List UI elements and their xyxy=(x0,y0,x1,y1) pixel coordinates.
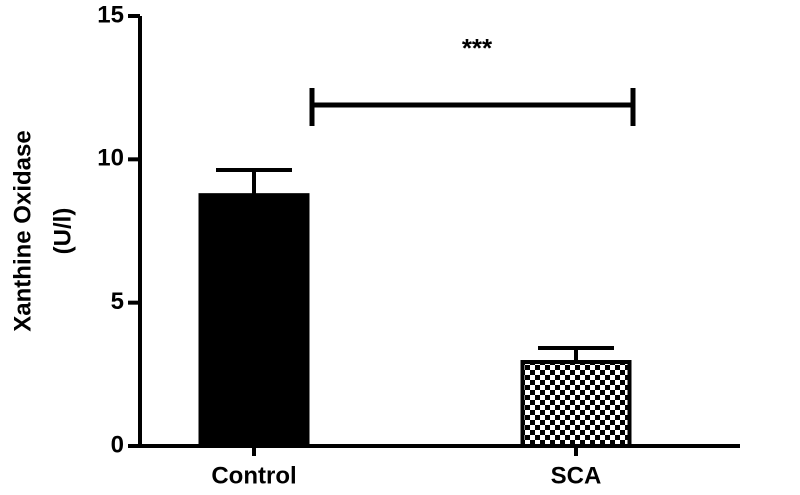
y-axis-label: (U/l) xyxy=(49,208,76,255)
x-tick-label: SCA xyxy=(551,462,602,489)
y-tick-label: 15 xyxy=(97,1,124,28)
y-axis-label: Xanthine Oxidase xyxy=(9,130,36,331)
bar xyxy=(198,193,310,448)
significance-bracket xyxy=(309,88,636,126)
significance-label: *** xyxy=(462,33,493,63)
y-tick-label: 5 xyxy=(111,288,124,315)
x-tick-label: Control xyxy=(211,462,296,489)
y-tick-label: 0 xyxy=(111,431,124,458)
y-tick-label: 10 xyxy=(97,145,124,172)
bar xyxy=(520,360,632,448)
